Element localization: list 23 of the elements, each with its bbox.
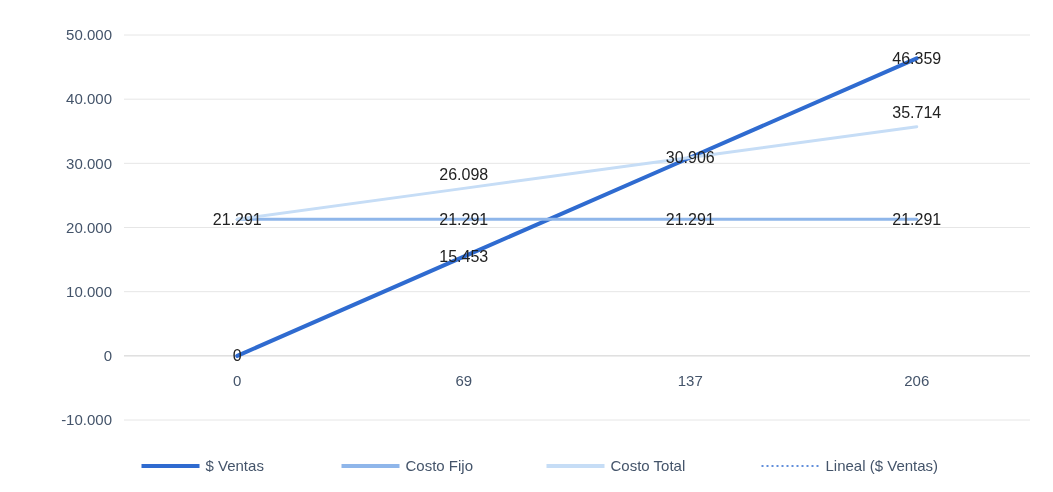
legend-label: $ Ventas (205, 457, 264, 475)
y-tick-label: 40.000 (66, 90, 112, 108)
y-tick-label: 30.000 (66, 154, 112, 172)
data-label: 26.098 (439, 165, 489, 183)
data-label: 46.359 (892, 49, 942, 67)
x-tick-label: 69 (455, 371, 473, 389)
y-tick-label: -10.000 (61, 411, 112, 429)
data-label: 21.291 (439, 210, 489, 228)
y-tick-label: 0 (103, 347, 112, 365)
data-label: 21.291 (665, 210, 715, 228)
x-tick-label: 206 (904, 371, 930, 389)
data-label: 35.714 (892, 104, 942, 122)
x-tick-label: 0 (233, 371, 242, 389)
legend-label: Lineal ($ Ventas) (825, 457, 939, 475)
y-tick-label: 50.000 (66, 26, 112, 44)
legend-label: Costo Total (610, 457, 686, 475)
data-label: 21.291 (212, 210, 262, 228)
data-label: 30.906 (665, 149, 715, 167)
data-label: 21.291 (892, 210, 942, 228)
x-tick-label: 137 (677, 371, 703, 389)
y-tick-label: 10.000 (66, 282, 112, 300)
y-tick-label: 20.000 (66, 218, 112, 236)
legend-label: Costo Fijo (405, 457, 474, 475)
